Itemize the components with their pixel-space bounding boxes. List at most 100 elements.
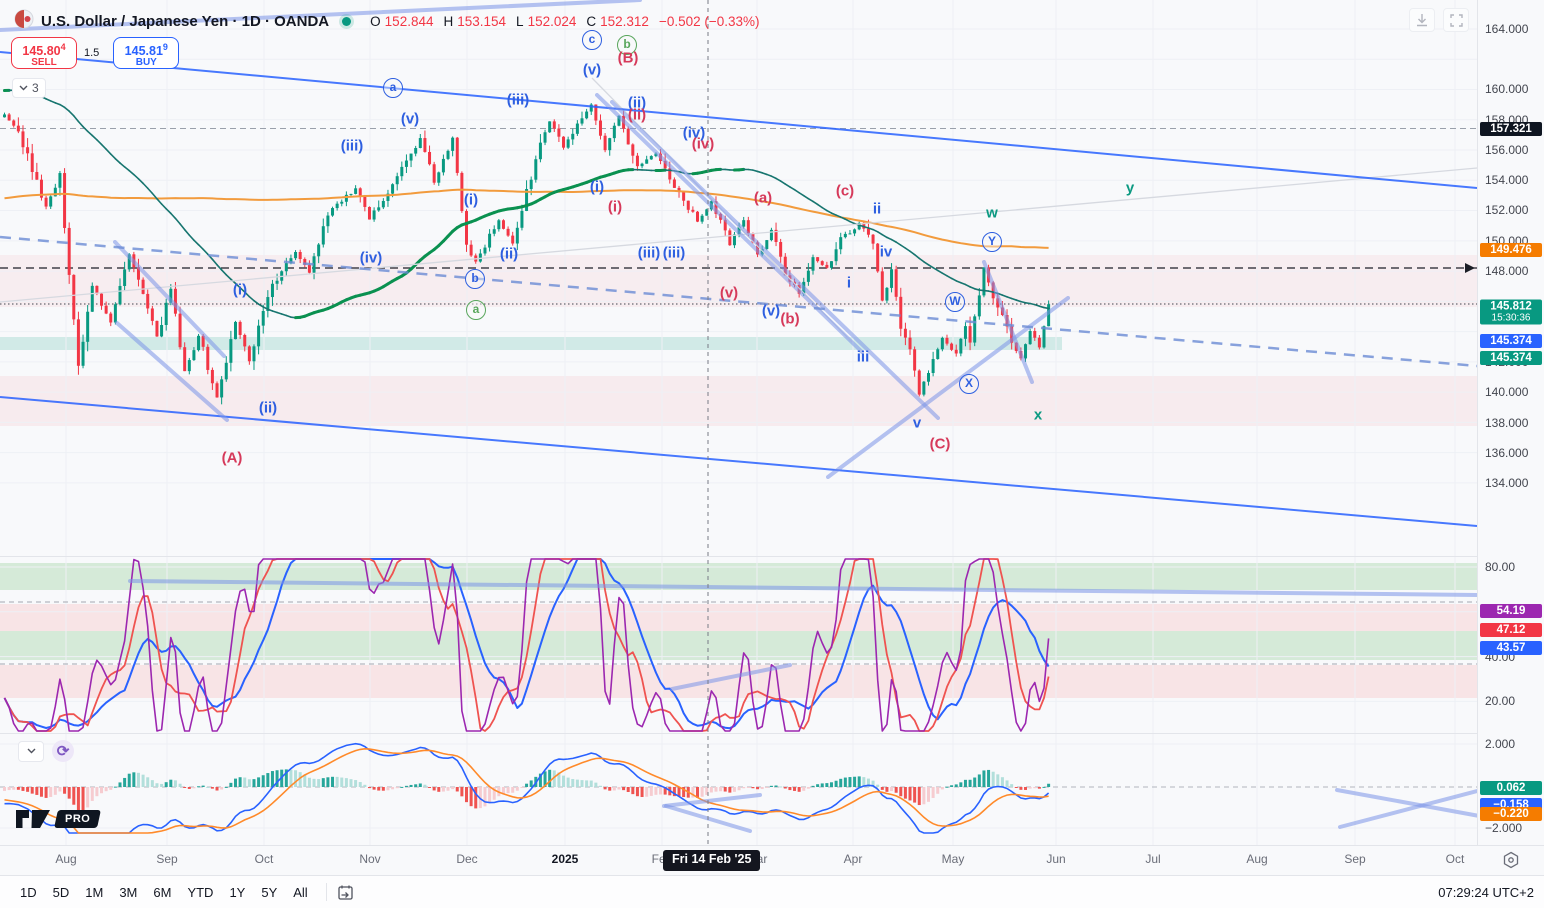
symbol-flag-icon [14,9,34,34]
wave-label[interactable]: X [959,374,979,394]
time-axis-month: 2025 [551,852,579,866]
range-button-all[interactable]: All [285,881,315,904]
price-badge: 145.812 15:30:36 [1480,299,1542,325]
time-axis-month: Oct [1445,852,1465,866]
wave-label[interactable]: iii [856,348,870,366]
wave-label[interactable]: (v) [582,61,602,79]
range-button-6m[interactable]: 6M [145,881,179,904]
chevron-down-icon [19,85,28,91]
time-axis-month: Dec [456,852,478,866]
wave-label[interactable]: Y [982,232,1002,252]
axis-label: 134.000 [1485,476,1529,490]
sell-button[interactable]: 145.804 SELL [11,37,77,69]
price-badge: 145.374 [1480,351,1542,365]
wave-label[interactable]: (i) [232,281,248,299]
wave-label[interactable]: (iv) [682,124,706,142]
tradingview-logo[interactable]: PRO [14,806,102,832]
wave-label[interactable]: (ii) [627,94,647,112]
axis-settings-icon[interactable] [1502,851,1520,874]
wave-label[interactable]: b [465,269,485,289]
spread-value: 1.5 [84,47,100,59]
wave-label[interactable]: a [466,300,486,320]
time-axis-month: Aug [55,852,77,866]
wave-label[interactable]: iv [879,243,893,261]
range-button-5d[interactable]: 5D [45,881,78,904]
wave-label[interactable]: (i) [589,178,605,196]
download-icon[interactable] [1409,8,1435,32]
clock[interactable]: 07:29:24 UTC+2 [1438,884,1534,900]
object-tree-collapse-button[interactable]: 3 [12,78,46,98]
wave-label[interactable]: i [846,274,852,292]
wave-label[interactable]: (a) [753,189,773,207]
wave-label[interactable]: (iv) [359,249,383,267]
wave-label[interactable]: (iii) [340,137,364,155]
wave-label[interactable]: (v) [719,284,739,302]
wave-label[interactable]: (iii) [637,244,661,262]
symbol-title[interactable]: U.S. Dollar / Japanese Yen · 1D · OANDA [41,13,330,30]
range-button-5y[interactable]: 5Y [253,881,285,904]
wave-label[interactable]: W [945,292,965,312]
wave-label[interactable]: x [1033,406,1043,424]
price-badge: 47.12 [1480,623,1542,637]
wave-label[interactable]: (ii) [499,245,519,263]
axis-label: 138.000 [1485,416,1529,430]
go-to-date-icon[interactable] [337,881,354,904]
ohlc-readout: O 152.844 H 153.154 L 152.024 C 152.312 −0.5… [370,14,760,29]
time-axis-month: Apr [843,852,863,866]
chart-svg [0,0,1477,845]
toolbar-divider [325,883,327,901]
wave-label[interactable]: b [617,35,637,55]
time-axis-month: Jun [1046,852,1066,866]
screenshot-icon[interactable] [1443,8,1469,32]
time-axis-month: Jul [1145,852,1161,866]
wave-label[interactable]: (iii) [662,244,686,262]
wave-label[interactable]: (b) [780,310,800,328]
range-button-1d[interactable]: 1D [12,881,45,904]
wave-label[interactable]: (C) [929,435,951,453]
axis-label: 164.000 [1485,22,1529,36]
price-axis[interactable]: 164.000 160.000 158.000 156.000 154.000 152.0… [1477,0,1544,845]
wave-label[interactable]: a [383,78,403,98]
price-badge: 157.321 [1480,122,1542,136]
axis-label: 20.00 [1485,694,1516,708]
axis-label: 148.000 [1485,264,1529,278]
refresh-icon[interactable]: ⟳ [52,740,74,762]
range-button-3m[interactable]: 3M [111,881,145,904]
wave-label[interactable]: (iv) [691,135,715,153]
time-axis-month: Sep [1344,852,1366,866]
wave-label[interactable]: y [1125,179,1135,197]
tradingview-mark-icon [16,810,50,828]
wave-label[interactable]: c [582,30,602,50]
wave-label[interactable]: w [986,204,998,222]
range-button-ytd[interactable]: YTD [179,881,221,904]
price-badge: 149.476 [1480,243,1542,257]
axis-label: 80.00 [1485,560,1516,574]
wave-label[interactable]: (ii) [258,399,278,417]
range-button-1y[interactable]: 1Y [221,881,253,904]
time-axis[interactable]: Fri 14 Feb '25 AugSepOctNovDec2025FebMar… [0,845,1544,875]
indicator-dropdown-chevron-icon[interactable] [18,740,44,762]
wave-label[interactable]: v [912,414,922,432]
wave-label[interactable]: (i) [607,198,623,216]
market-status-icon [342,17,352,26]
wave-label[interactable]: (v) [400,110,420,128]
pro-badge: PRO [54,810,102,828]
bottom-toolbar: 1D 5D 1M 3M 6M YTD 1Y 5Y All 07:29:24 UTC+2 [0,875,1544,908]
wave-label[interactable]: (iii) [506,91,530,109]
price-badge: 145.374 [1480,334,1542,348]
range-button-1m[interactable]: 1M [77,881,111,904]
axis-label: 156.000 [1485,143,1529,157]
axis-label: 2.000 [1485,737,1516,751]
buy-button[interactable]: 145.819 BUY [113,37,180,69]
wave-label[interactable]: (B) [617,49,639,67]
wave-label[interactable]: (A) [221,449,243,467]
price-badge: 43.57 [1480,641,1542,655]
order-panel: 145.804 SELL 1.5 145.819 BUY [11,37,180,69]
wave-label[interactable]: (ii) [627,106,647,124]
wave-label[interactable]: (i) [463,191,479,209]
axis-label: 160.000 [1485,82,1529,96]
wave-label[interactable]: ii [872,200,882,218]
wave-label[interactable]: (v) [761,302,781,320]
wave-label[interactable]: (c) [835,182,855,200]
chart-canvas[interactable]: a (v) (iii) (i) (iv) (ii) (i) (ii) b a (iii) c b (B)(… [0,0,1477,845]
